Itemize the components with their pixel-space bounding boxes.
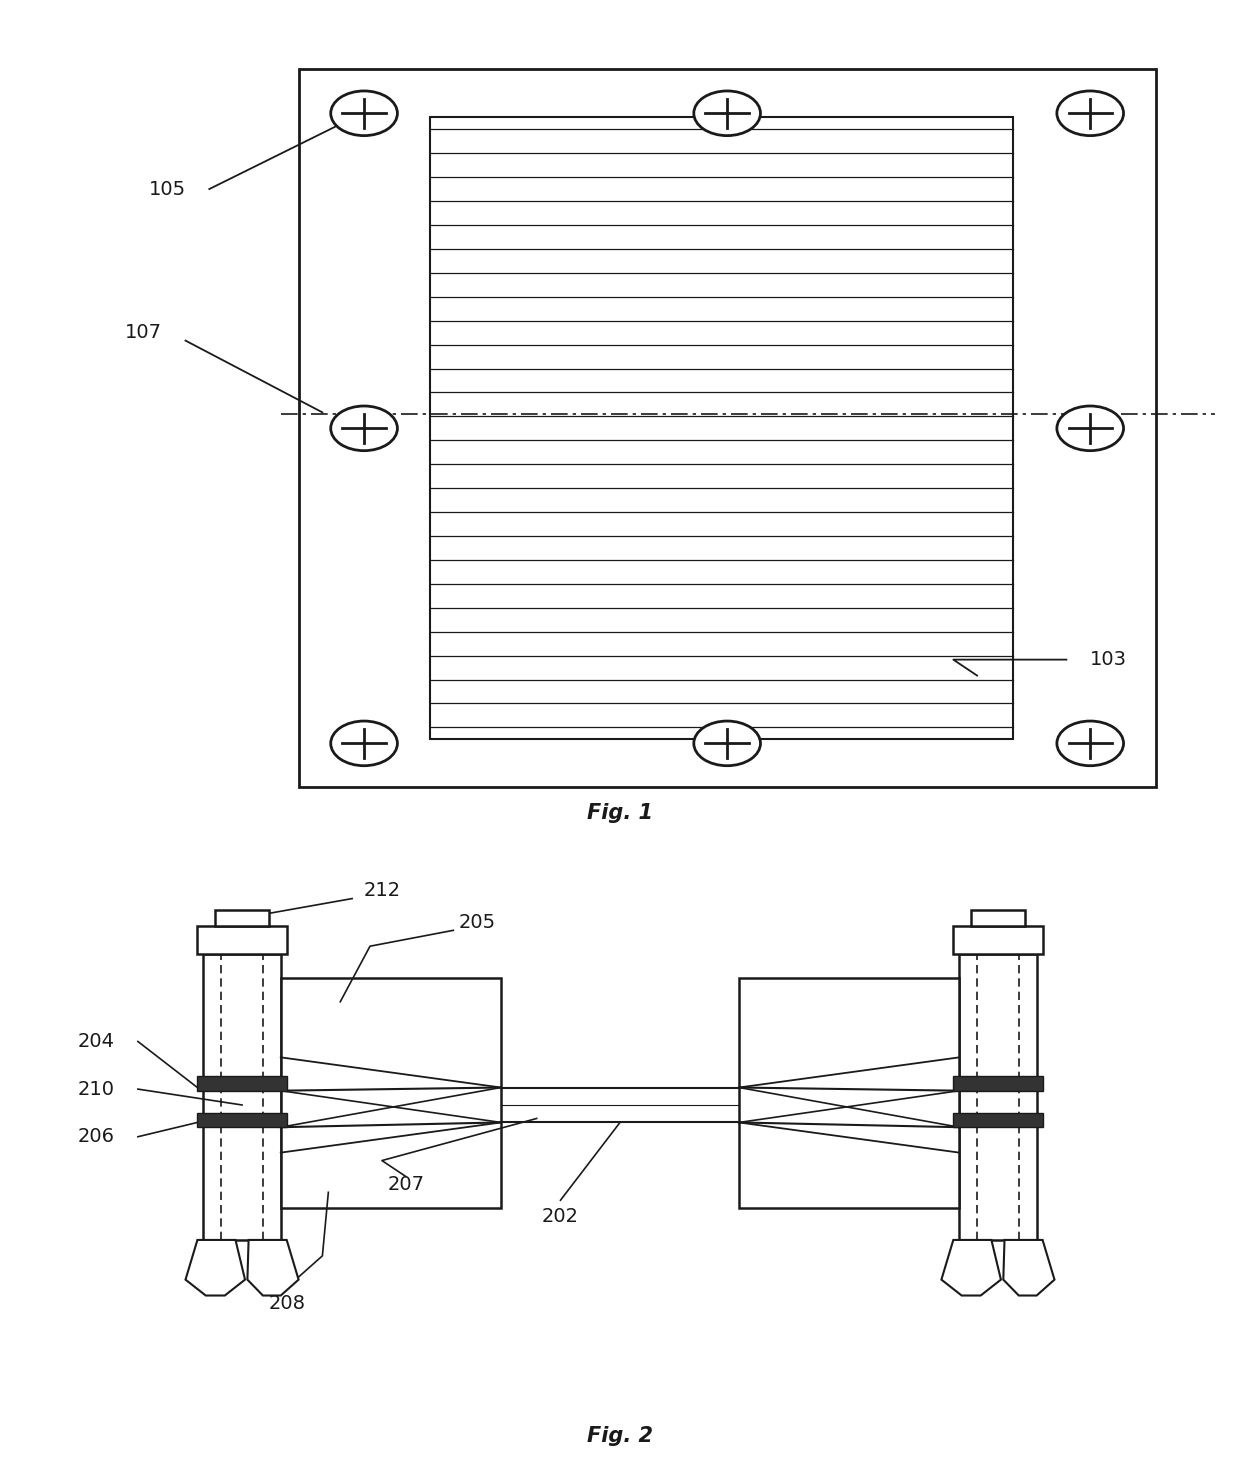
Polygon shape [186, 1241, 246, 1295]
FancyBboxPatch shape [280, 978, 501, 1208]
FancyBboxPatch shape [197, 1114, 286, 1127]
Text: 105: 105 [149, 180, 186, 198]
FancyBboxPatch shape [971, 910, 1024, 926]
Text: 210: 210 [78, 1080, 115, 1099]
Polygon shape [1003, 1241, 1054, 1295]
Circle shape [694, 721, 760, 765]
Text: 204: 204 [78, 1032, 115, 1052]
Circle shape [331, 721, 397, 765]
FancyBboxPatch shape [954, 1077, 1043, 1090]
Circle shape [1056, 721, 1123, 765]
Text: 103: 103 [1090, 650, 1127, 669]
FancyBboxPatch shape [429, 117, 1013, 740]
Circle shape [1056, 92, 1123, 136]
FancyBboxPatch shape [960, 954, 1037, 1241]
FancyBboxPatch shape [299, 69, 1156, 787]
FancyBboxPatch shape [197, 1077, 286, 1090]
Text: 207: 207 [387, 1174, 424, 1193]
Text: Fig. 1: Fig. 1 [587, 803, 653, 823]
Circle shape [694, 92, 760, 136]
FancyBboxPatch shape [954, 1114, 1043, 1127]
Text: Fig. 2: Fig. 2 [587, 1427, 653, 1446]
Text: 107: 107 [125, 323, 162, 343]
Text: 206: 206 [78, 1127, 115, 1146]
Circle shape [331, 406, 397, 450]
Circle shape [331, 92, 397, 136]
FancyBboxPatch shape [954, 926, 1043, 954]
FancyBboxPatch shape [739, 978, 960, 1208]
Polygon shape [248, 1241, 299, 1295]
Text: 205: 205 [459, 913, 496, 932]
FancyBboxPatch shape [203, 954, 280, 1241]
Polygon shape [941, 1241, 1001, 1295]
FancyBboxPatch shape [216, 910, 269, 926]
Text: 208: 208 [268, 1294, 305, 1313]
Text: 212: 212 [363, 882, 401, 899]
Circle shape [1056, 406, 1123, 450]
FancyBboxPatch shape [197, 926, 286, 954]
Text: 202: 202 [542, 1207, 579, 1226]
